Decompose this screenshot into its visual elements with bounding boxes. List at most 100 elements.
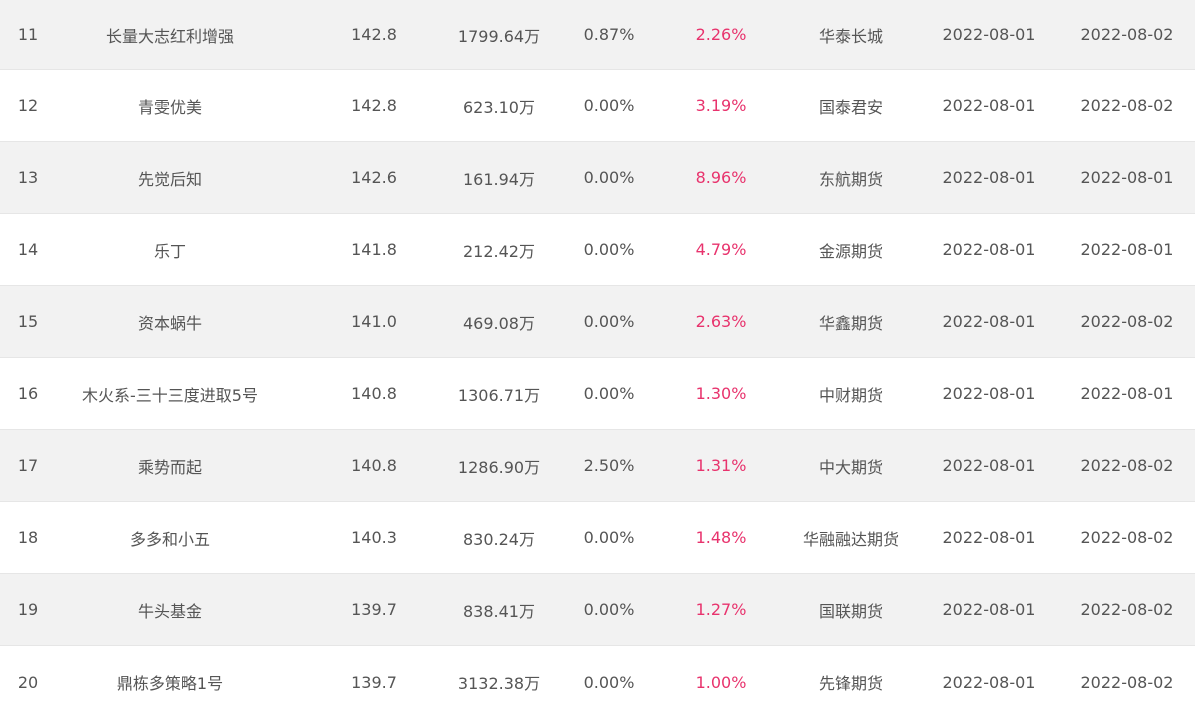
table-row[interactable]: 15 资本蜗牛 141.0 469.08万 0.00% 2.63% 华鑫期货 2… (0, 286, 1195, 358)
table-row[interactable]: 16 木火系-三十三度进取5号 140.8 1306.71万 0.00% 1.3… (0, 358, 1195, 430)
update-date-cell: 2022-08-02 (1080, 96, 1174, 115)
rank-cell: 14 (17, 240, 39, 259)
fee-cell: 0.00% (583, 528, 635, 547)
fund-name-cell[interactable]: 长量大志红利增强 (105, 26, 234, 46)
return-cell: 2.26% (695, 25, 747, 44)
scale-cell: 161.94万 (463, 169, 535, 189)
score-cell: 139.7 (351, 600, 397, 619)
return-cell: 8.96% (695, 168, 747, 187)
start-date-cell: 2022-08-01 (942, 384, 1036, 403)
rank-cell: 11 (17, 25, 39, 44)
fund-name-cell[interactable]: 牛头基金 (137, 601, 202, 621)
scale-cell: 3132.38万 (457, 674, 541, 693)
score-cell: 142.8 (351, 25, 397, 44)
scale-cell: 1799.64万 (457, 26, 541, 46)
return-cell: 1.27% (695, 600, 747, 619)
fee-cell: 0.00% (583, 600, 635, 619)
fund-name-cell[interactable]: 鼎栋多策略1号 (116, 674, 224, 693)
fund-name-cell[interactable]: 资本蜗牛 (137, 313, 202, 333)
score-cell: 139.7 (351, 672, 397, 692)
fund-name-cell[interactable]: 多多和小五 (129, 529, 210, 549)
rank-cell: 19 (17, 600, 39, 619)
update-date-cell: 2022-08-02 (1080, 456, 1174, 475)
fee-cell: 0.00% (583, 312, 635, 331)
update-date-cell: 2022-08-01 (1080, 240, 1174, 259)
start-date-cell: 2022-08-01 (942, 168, 1036, 187)
update-date-cell: 2022-08-02 (1080, 25, 1174, 44)
start-date-cell: 2022-08-01 (942, 25, 1036, 44)
fee-cell: 0.00% (583, 384, 635, 403)
score-cell: 140.8 (351, 384, 397, 403)
table-row[interactable]: 17 乘势而起 140.8 1286.90万 2.50% 1.31% 中大期货 … (0, 430, 1195, 502)
return-cell: 1.48% (695, 528, 747, 547)
rank-cell: 15 (17, 312, 39, 331)
fund-name-cell[interactable]: 青雯优美 (137, 97, 202, 117)
table-row[interactable]: 13 先觉后知 142.6 161.94万 0.00% 8.96% 东航期货 2… (0, 142, 1195, 214)
scale-cell: 830.24万 (463, 529, 535, 549)
rank-cell: 16 (17, 384, 39, 403)
rank-cell: 12 (17, 96, 39, 115)
broker-cell: 华融融达期货 (802, 529, 899, 549)
scale-cell: 623.10万 (463, 97, 535, 117)
start-date-cell: 2022-08-01 (942, 312, 1036, 331)
fee-cell: 0.87% (583, 25, 635, 44)
table-row[interactable]: 20 鼎栋多策略1号 139.7 3132.38万 0.00% 1.00% 先锋… (0, 646, 1195, 718)
scale-cell: 469.08万 (463, 313, 535, 333)
fee-cell: 0.00% (583, 96, 635, 115)
score-cell: 142.8 (351, 96, 397, 115)
update-date-cell: 2022-08-02 (1080, 528, 1174, 547)
fee-cell: 0.00% (583, 240, 635, 259)
start-date-cell: 2022-08-01 (942, 672, 1036, 692)
broker-cell: 东航期货 (818, 169, 883, 189)
start-date-cell: 2022-08-01 (942, 96, 1036, 115)
return-cell: 1.00% (695, 672, 747, 692)
update-date-cell: 2022-08-02 (1080, 312, 1174, 331)
rank-cell: 13 (17, 168, 39, 187)
fund-name-cell[interactable]: 先觉后知 (137, 169, 202, 189)
score-cell: 140.8 (351, 456, 397, 475)
table-row[interactable]: 19 牛头基金 139.7 838.41万 0.00% 1.27% 国联期货 2… (0, 574, 1195, 646)
update-date-cell: 2022-08-01 (1080, 384, 1174, 403)
rank-cell: 20 (17, 672, 39, 692)
return-cell: 4.79% (695, 240, 747, 259)
score-cell: 140.3 (351, 528, 397, 547)
score-cell: 141.0 (351, 312, 397, 331)
fee-cell: 2.50% (583, 456, 635, 475)
broker-cell: 国联期货 (818, 601, 883, 621)
start-date-cell: 2022-08-01 (942, 240, 1036, 259)
broker-cell: 金源期货 (818, 241, 883, 261)
update-date-cell: 2022-08-02 (1080, 600, 1174, 619)
update-date-cell: 2022-08-01 (1080, 168, 1174, 187)
table-row[interactable]: 18 多多和小五 140.3 830.24万 0.00% 1.48% 华融融达期… (0, 502, 1195, 574)
broker-cell: 中财期货 (818, 385, 883, 405)
return-cell: 1.31% (695, 456, 747, 475)
score-cell: 142.6 (351, 168, 397, 187)
score-cell: 141.8 (351, 240, 397, 259)
scale-cell: 212.42万 (463, 241, 535, 261)
table-row[interactable]: 14 乐丁 141.8 212.42万 0.00% 4.79% 金源期货 202… (0, 214, 1195, 286)
rank-cell: 17 (17, 456, 39, 475)
start-date-cell: 2022-08-01 (942, 456, 1036, 475)
table-row[interactable]: 12 青雯优美 142.8 623.10万 0.00% 3.19% 国泰君安 2… (0, 70, 1195, 142)
fund-name-cell[interactable]: 木火系-三十三度进取5号 (82, 385, 258, 405)
start-date-cell: 2022-08-01 (942, 528, 1036, 547)
broker-cell: 先锋期货 (818, 674, 883, 693)
fee-cell: 0.00% (583, 672, 635, 692)
return-cell: 2.63% (695, 312, 747, 331)
scale-cell: 1306.71万 (457, 385, 541, 405)
update-date-cell: 2022-08-02 (1080, 672, 1174, 692)
broker-cell: 国泰君安 (818, 97, 883, 117)
fee-cell: 0.00% (583, 168, 635, 187)
broker-cell: 中大期货 (818, 457, 883, 477)
fund-name-cell[interactable]: 乐丁 (153, 241, 186, 261)
fund-name-cell[interactable]: 乘势而起 (137, 457, 202, 477)
return-cell: 3.19% (695, 96, 747, 115)
scale-cell: 838.41万 (463, 601, 535, 621)
table-row[interactable]: 11 长量大志红利增强 142.8 1799.64万 0.87% 2.26% 华… (0, 0, 1195, 70)
broker-cell: 华鑫期货 (818, 313, 883, 333)
start-date-cell: 2022-08-01 (942, 600, 1036, 619)
scale-cell: 1286.90万 (457, 457, 541, 477)
return-cell: 1.30% (695, 384, 747, 403)
broker-cell: 华泰长城 (818, 26, 883, 46)
